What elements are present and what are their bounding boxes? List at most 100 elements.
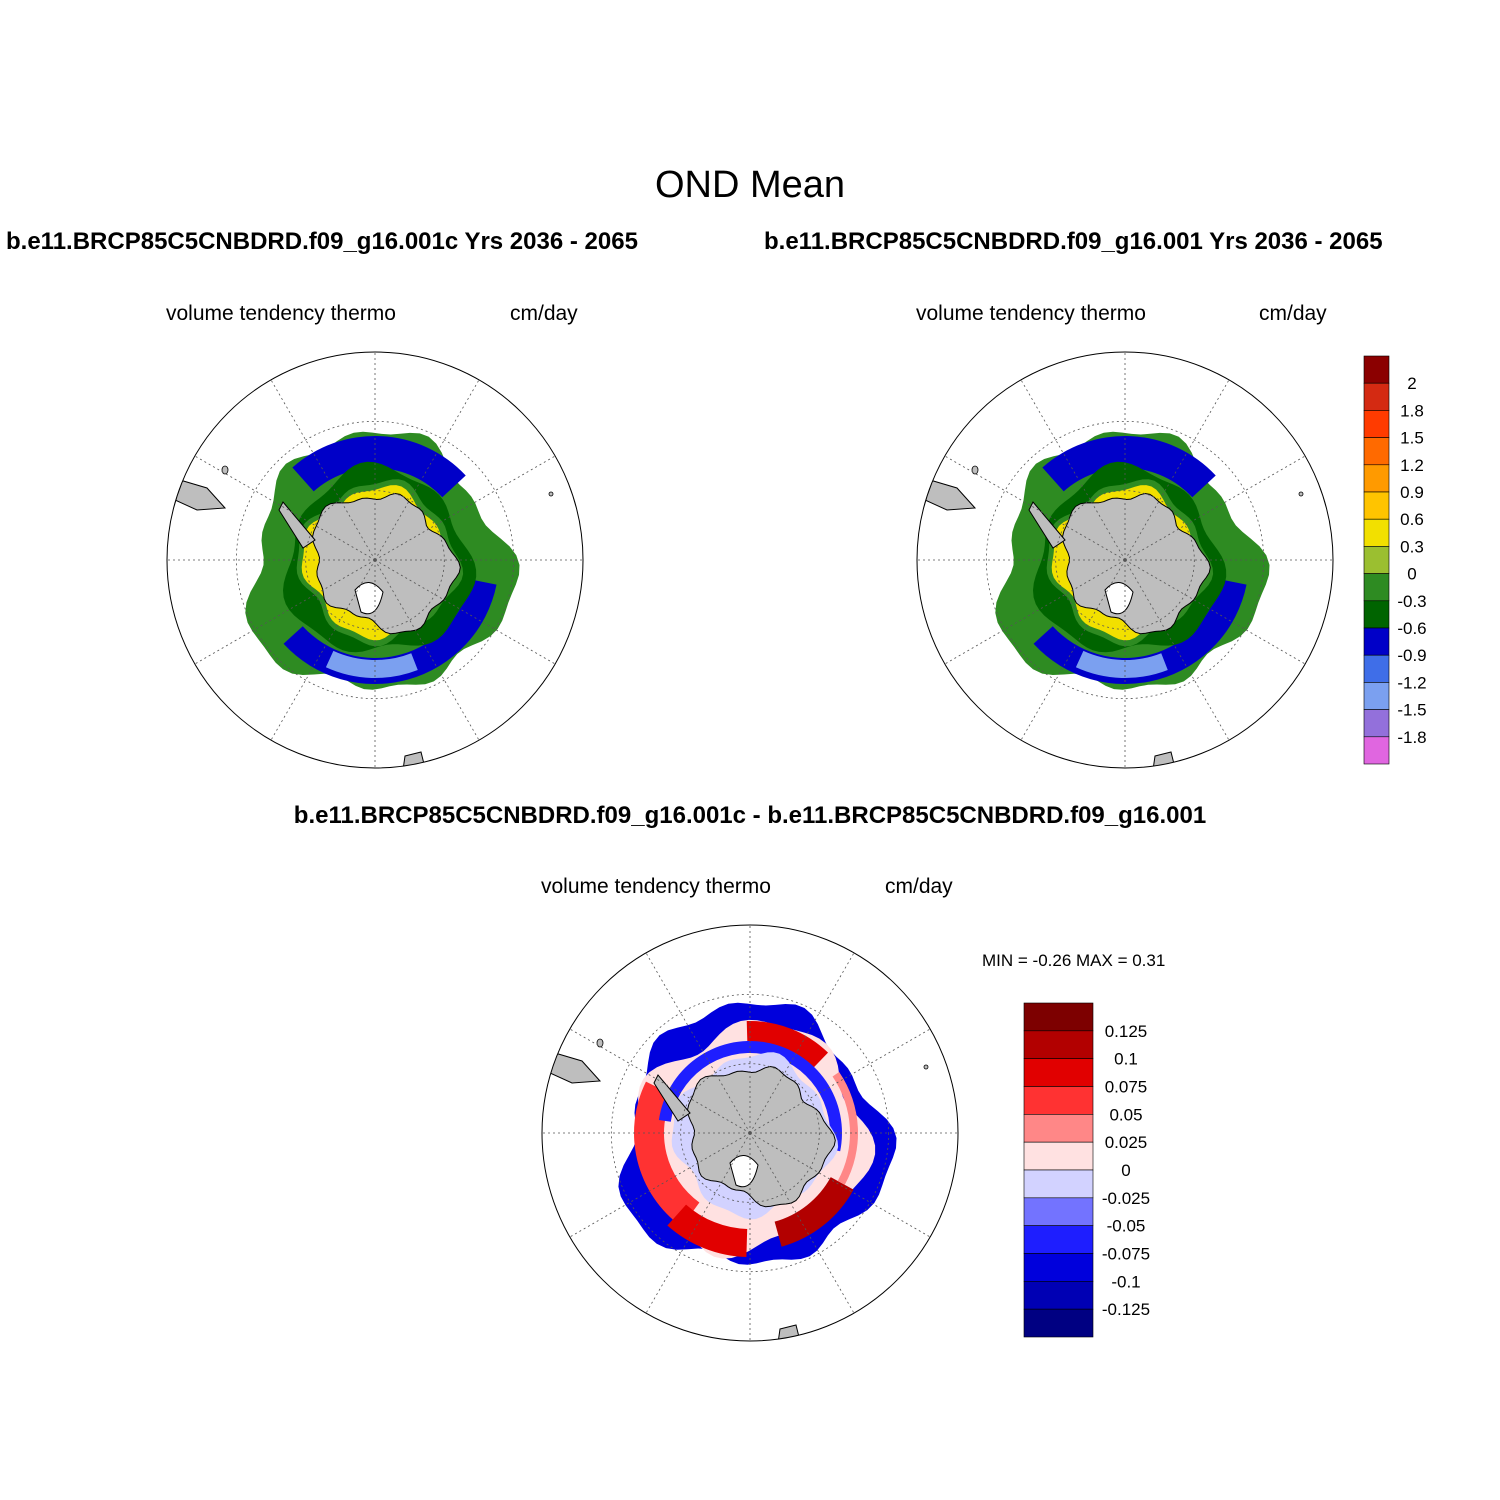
panel3-min-max-label: MIN = -0.26 MAX = 0.31 — [982, 951, 1166, 970]
colorbar-tick-label: 0.075 — [1105, 1078, 1148, 1097]
colorbar-bottom: 0.125 0.1 0.075 0.05 0.025 0 -0.025 -0.05 -0.075… — [1023, 1002, 1150, 1338]
colorbar-swatch — [1363, 355, 1390, 384]
ross-ice-shelf — [1104, 582, 1134, 615]
colorbar-tick-label: -0.025 — [1102, 1189, 1150, 1208]
new-zealand-tip — [777, 1324, 801, 1341]
colorbar-swatch — [1023, 1197, 1094, 1226]
colorbar-swatch — [1363, 573, 1390, 602]
panel2-units-label: cm/day — [1259, 302, 1327, 325]
colorbar-top: 2 1.8 1.5 1.2 0.9 0.6 0.3 0 -0.3 -0.6 -0.9 -1.2 -1.5… — [1363, 355, 1427, 765]
colorbar-tick-label: -0.1 — [1111, 1272, 1140, 1291]
panel3-units-label: cm/day — [885, 875, 953, 898]
latitude-circle — [680, 1063, 820, 1203]
colorbar-swatch — [1023, 1114, 1094, 1143]
colorbar-swatch — [1363, 709, 1390, 738]
panel1-units-label: cm/day — [510, 302, 578, 325]
antarctica-landmass — [687, 1065, 836, 1208]
colorbar-swatch — [1023, 1030, 1094, 1059]
colorbar-tick-label: 0.05 — [1109, 1105, 1142, 1124]
colorbar-swatch — [1363, 736, 1390, 765]
colorbar-tick-label: -1.2 — [1397, 673, 1426, 692]
antarctica-landmass — [312, 492, 461, 635]
map-border — [541, 924, 959, 1342]
latitude-circle — [1055, 490, 1195, 630]
new-zealand-tip — [1152, 751, 1176, 768]
panel2-variable-label: volume tendency thermo — [916, 302, 1146, 325]
panel1-case-title: b.e11.BRCP85C5CNBDRD.f09_g16.001c Yrs 20… — [6, 228, 638, 255]
colorbar-tick-label: -0.9 — [1397, 646, 1426, 665]
colorbar-tick-label: 1.8 — [1400, 401, 1424, 420]
colorbar-swatch — [1023, 1086, 1094, 1115]
colorbar-tick-label: 1.5 — [1400, 429, 1424, 448]
colorbar-swatch — [1023, 1141, 1094, 1171]
colorbar-swatch — [1363, 437, 1390, 466]
polar-map-3 — [541, 924, 959, 1342]
graticule — [542, 925, 958, 1341]
colorbar-swatch — [1363, 600, 1390, 629]
colorbar-swatch — [1363, 654, 1390, 683]
colorbar-swatch — [1363, 410, 1390, 438]
diff-band-red-south — [667, 1204, 748, 1257]
antarctic-peninsula — [653, 1074, 691, 1122]
graticule — [917, 352, 1333, 768]
ross-ice-shelf — [354, 582, 384, 615]
colorbar-tick-label: 0.3 — [1400, 537, 1424, 556]
colorbar-swatch — [1023, 1308, 1094, 1338]
colorbar-swatch — [1363, 627, 1390, 656]
colorbar-tick-label: -0.075 — [1102, 1245, 1150, 1264]
latitude-circle — [305, 490, 445, 630]
map-border — [166, 351, 584, 769]
falkland-island — [596, 1038, 604, 1048]
latitude-circle — [610, 993, 890, 1273]
ross-ice-shelf — [729, 1155, 759, 1188]
diff-band-dark-red-east — [774, 1177, 854, 1247]
colorbar-tick-label: -0.3 — [1397, 592, 1426, 611]
kerguelen-island — [1298, 491, 1304, 497]
falkland-island — [971, 465, 979, 475]
south-america-tip — [174, 479, 227, 511]
colorbar-swatch — [1363, 491, 1390, 520]
colorbar-swatch — [1363, 518, 1390, 547]
antarctic-peninsula — [1028, 501, 1066, 549]
new-zealand-tip — [402, 751, 426, 768]
colorbar-tick-label: -0.6 — [1397, 619, 1426, 638]
colorbar-tick-label: 0.9 — [1400, 483, 1424, 502]
colorbar-swatch — [1023, 1169, 1094, 1199]
south-america-tip — [924, 479, 977, 511]
diff-band-pink-east — [832, 1072, 858, 1185]
colorbar-tick-label: 0.1 — [1114, 1050, 1138, 1069]
colorbar-tick-label: -0.05 — [1107, 1217, 1146, 1236]
colorbar-swatch — [1023, 1002, 1094, 1032]
colorbar-swatch — [1363, 682, 1390, 710]
colorbar-tick-label: 2 — [1407, 374, 1416, 393]
panel3-case-title: b.e11.BRCP85C5CNBDRD.f09_g16.001c - b.e1… — [293, 802, 1207, 829]
colorbar-tick-label: 0.125 — [1105, 1022, 1148, 1041]
colorbar-swatch — [1023, 1225, 1094, 1254]
falkland-island — [221, 465, 229, 475]
colorbar-tick-label: 0 — [1407, 565, 1416, 584]
colorbar-swatch — [1363, 546, 1390, 574]
south-america-tip — [549, 1052, 602, 1084]
diff-band-red-north — [746, 1021, 829, 1069]
antarctic-peninsula — [278, 501, 316, 549]
polar-map-1 — [166, 351, 584, 769]
latitude-circle — [235, 420, 515, 700]
figure-title: OND Mean — [654, 164, 846, 206]
panel3-variable-label: volume tendency thermo — [541, 875, 771, 898]
colorbar-tick-label: -1.5 — [1397, 701, 1426, 720]
colorbar-tick-label: 0.025 — [1105, 1133, 1148, 1152]
colorbar-tick-label: 0.6 — [1400, 510, 1424, 529]
antarctica-landmass — [1062, 492, 1211, 635]
colorbar-swatch — [1023, 1281, 1094, 1310]
colorbar-swatch — [1023, 1253, 1094, 1282]
colorbar-tick-label: -1.8 — [1397, 728, 1426, 747]
panel1-variable-label: volume tendency thermo — [166, 302, 396, 325]
panel2-case-title: b.e11.BRCP85C5CNBDRD.f09_g16.001 Yrs 203… — [764, 228, 1383, 255]
graticule — [167, 352, 583, 768]
kerguelen-island — [923, 1064, 929, 1070]
colorbar-swatch — [1363, 382, 1390, 411]
latitude-circle — [985, 420, 1265, 700]
ice-band-light-blue — [325, 650, 418, 678]
colorbar-swatch — [1363, 464, 1390, 493]
